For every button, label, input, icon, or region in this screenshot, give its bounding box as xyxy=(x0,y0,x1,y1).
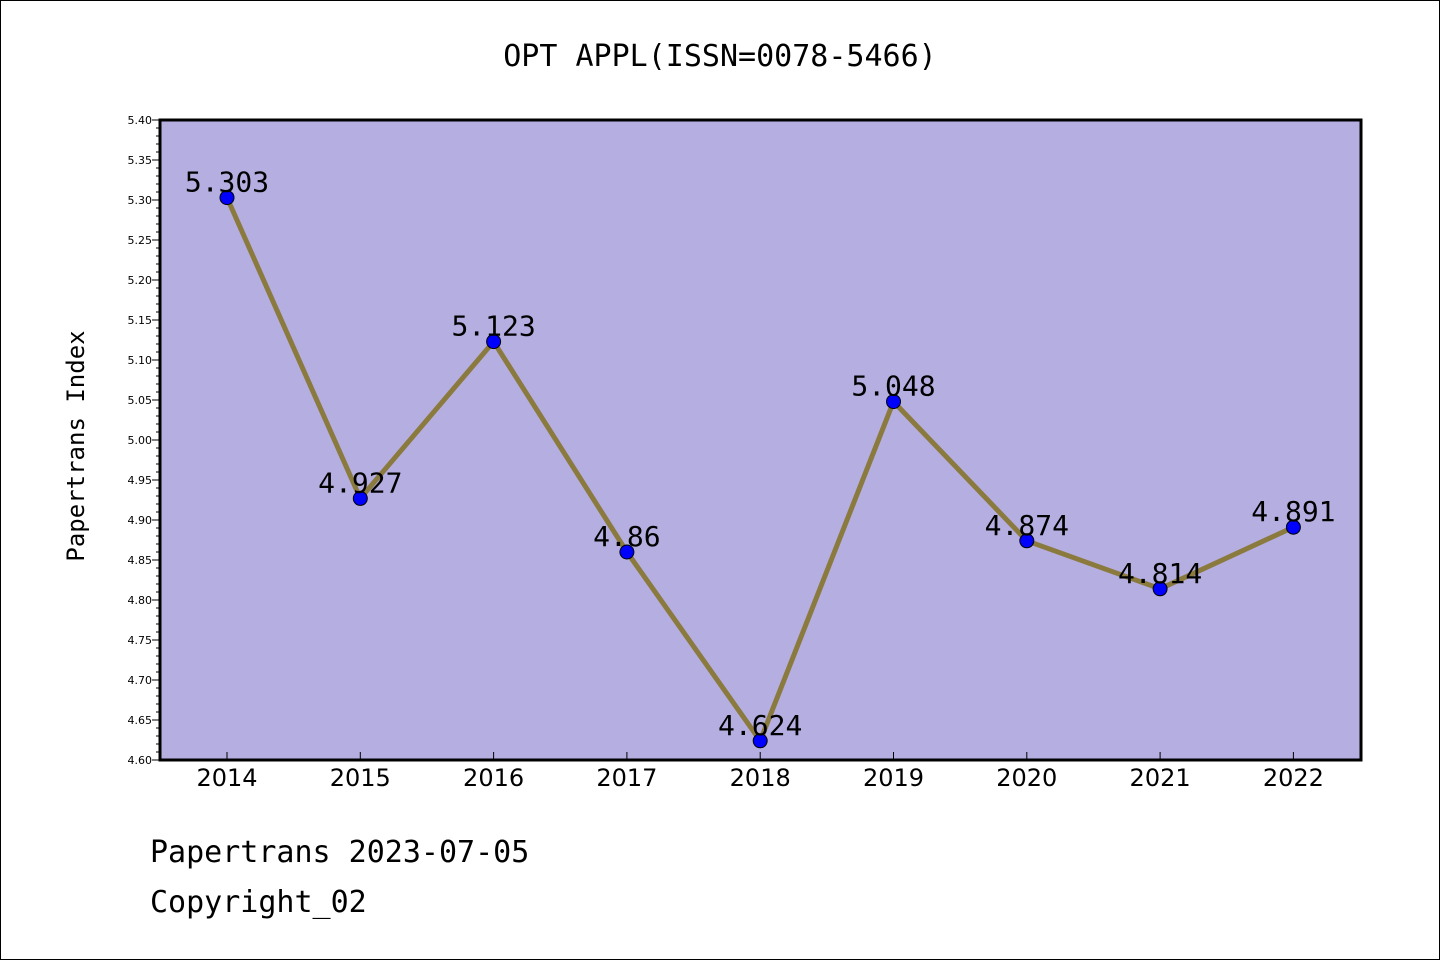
data-point-marker xyxy=(1285,519,1301,535)
data-point-marker xyxy=(352,490,368,506)
x-tick-label: 2015 xyxy=(330,764,391,792)
x-tick-label: 2022 xyxy=(1263,764,1324,792)
data-label: 4.624 xyxy=(718,709,802,742)
y-tick-label: 4.75 xyxy=(128,634,153,647)
data-label: 4.891 xyxy=(1251,495,1335,528)
x-tick-label: 2018 xyxy=(730,764,791,792)
chart-title: OPT APPL(ISSN=0078-5466) xyxy=(503,39,936,74)
y-tick-label: 4.80 xyxy=(128,594,153,607)
data-label: 5.123 xyxy=(451,310,535,343)
y-tick-label: 5.20 xyxy=(128,274,153,287)
plot-border xyxy=(158,118,1363,762)
data-point-marker xyxy=(1152,581,1168,597)
plot-area xyxy=(160,120,1361,760)
y-tick-label: 4.70 xyxy=(128,674,153,687)
data-point-marker xyxy=(752,733,768,749)
data-point-marker xyxy=(486,334,502,350)
data-point-marker xyxy=(219,190,235,206)
y-tick-label: 5.15 xyxy=(128,314,153,327)
y-tick-label: 5.10 xyxy=(128,354,153,367)
data-point-marker xyxy=(886,394,901,410)
x-tick-label: 2017 xyxy=(596,764,657,792)
x-axis: 2014 2015 2016 2017 2018 2019 2020 2021 2022 xyxy=(196,752,1324,792)
x-tick-label: 2020 xyxy=(996,764,1057,792)
y-tick-label: 4.60 xyxy=(128,754,153,767)
data-label: 4.86 xyxy=(593,520,660,553)
data-label: 4.927 xyxy=(318,466,402,499)
y-tick-label: 4.65 xyxy=(128,714,153,727)
y-tick-label: 4.95 xyxy=(128,474,153,487)
y-tick-label: 5.40 xyxy=(128,114,153,127)
x-tick-label: 2021 xyxy=(1130,764,1191,792)
data-point-marker xyxy=(1019,533,1035,549)
data-label: 5.303 xyxy=(185,166,269,199)
data-point-marker xyxy=(619,544,635,560)
data-label: 4.814 xyxy=(1118,557,1202,590)
y-axis-label: Papertrans Index xyxy=(62,330,90,561)
data-labels-group: 5.303 4.927 5.123 4.86 4.624 5.048 4.874 4.814 4… xyxy=(185,166,1336,742)
y-tick-label: 4.90 xyxy=(128,514,153,527)
x-tick-label: 2019 xyxy=(863,764,924,792)
markers-group xyxy=(219,190,1301,749)
x-tick-label: 2014 xyxy=(196,764,257,792)
data-label: 5.048 xyxy=(851,370,935,403)
y-tick-label: 5.30 xyxy=(128,194,153,207)
data-label: 4.874 xyxy=(985,509,1069,542)
y-tick-label: 5.35 xyxy=(128,154,153,167)
y-tick-label: 5.00 xyxy=(128,434,153,447)
x-tick-label: 2016 xyxy=(463,764,524,792)
y-axis: 4.60 4.65 4.70 4.75 4.80 4.85 4.90 4.95 5.00 5.05… xyxy=(128,114,160,767)
y-tick-label: 5.05 xyxy=(128,394,153,407)
footer-date: Papertrans 2023-07-05 xyxy=(150,835,530,870)
footer-copyright: Copyright_02 xyxy=(150,885,367,920)
y-tick-label: 4.85 xyxy=(128,554,153,567)
y-tick-label: 5.25 xyxy=(128,234,153,247)
